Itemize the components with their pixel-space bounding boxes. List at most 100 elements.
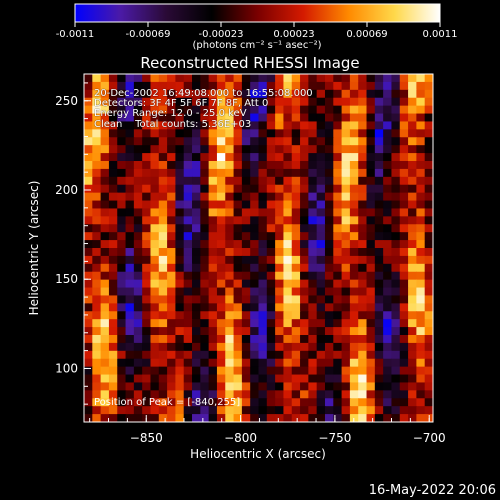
heatmap-cell <box>358 390 368 399</box>
heatmap-cell <box>208 414 218 422</box>
heatmap-cell <box>117 232 127 241</box>
heatmap-cell <box>84 271 93 281</box>
heatmap-cell <box>275 208 285 217</box>
heatmap-cell <box>233 200 243 210</box>
heatmap-cell <box>84 414 93 422</box>
heatmap-cell <box>366 232 376 241</box>
heatmap-cell <box>150 208 160 217</box>
heatmap-cell <box>416 295 426 304</box>
heatmap-cell <box>100 153 110 162</box>
heatmap-cell <box>283 406 293 415</box>
heatmap-cell <box>391 208 401 217</box>
heatmap-cell <box>125 129 135 138</box>
heatmap-cell <box>250 105 260 115</box>
heatmap-cell <box>374 121 384 130</box>
heatmap-cell <box>200 121 210 130</box>
heatmap-cell <box>258 168 268 178</box>
heatmap-cell <box>216 374 226 384</box>
heatmap-cell <box>133 327 143 336</box>
heatmap-cell <box>283 176 293 186</box>
heatmap-cell <box>399 406 409 415</box>
heatmap-cell <box>383 105 393 115</box>
heatmap-cell <box>183 327 193 336</box>
heatmap-cell <box>233 121 243 130</box>
heatmap-cell <box>358 287 368 297</box>
heatmap-cell <box>291 192 301 202</box>
heatmap-cell <box>316 208 326 217</box>
heatmap-cell <box>192 105 201 115</box>
heatmap-cell <box>108 248 118 257</box>
heatmap-cell <box>408 208 417 217</box>
heatmap-cell <box>241 240 251 249</box>
heatmap-cell <box>316 240 326 249</box>
heatmap-cell <box>183 406 193 415</box>
heatmap-cell <box>175 200 185 210</box>
heatmap-cell <box>133 342 143 352</box>
heatmap-cell <box>241 200 251 210</box>
heatmap-cell <box>424 319 433 328</box>
heatmap-cell <box>183 208 193 217</box>
heatmap-cell <box>258 121 268 130</box>
heatmap-cell <box>208 248 218 257</box>
heatmap-cell <box>84 129 93 138</box>
heatmap-cell <box>84 113 93 123</box>
heatmap-cell <box>192 81 201 91</box>
heatmap-cell <box>225 350 235 360</box>
heatmap-cell <box>291 89 301 99</box>
heatmap-cell <box>133 176 143 186</box>
heatmap-cell <box>258 350 268 360</box>
heatmap-cell <box>192 248 201 257</box>
heatmap-cell <box>125 224 135 233</box>
heatmap-cell <box>142 350 152 360</box>
heatmap-cell <box>117 168 127 178</box>
heatmap-cell <box>283 287 293 297</box>
heatmap-cell <box>250 161 260 170</box>
heatmap-cell <box>208 97 218 107</box>
heatmap-cell <box>158 319 168 328</box>
heatmap-cell <box>200 287 210 297</box>
heatmap-cell <box>283 279 293 289</box>
heatmap-cell <box>324 374 334 384</box>
heatmap-cell <box>308 145 318 154</box>
heatmap-cell <box>391 255 401 265</box>
heatmap-cell <box>300 248 309 257</box>
heatmap-cell <box>233 192 243 202</box>
heatmap-cell <box>366 184 376 194</box>
heatmap-cell <box>175 319 185 328</box>
heatmap-cell <box>167 398 177 407</box>
heatmap-cell <box>158 208 168 217</box>
heatmap-cell <box>250 303 260 312</box>
heatmap-cell <box>408 192 417 202</box>
heatmap-cell <box>258 311 268 320</box>
heatmap-cell <box>100 184 110 194</box>
heatmap-cell <box>391 414 401 422</box>
heatmap-cell <box>108 271 118 281</box>
heatmap-cell <box>275 382 285 391</box>
heatmap-cell <box>416 342 426 352</box>
heatmap-cell <box>225 255 235 265</box>
heatmap-cell <box>250 390 260 399</box>
heatmap-cell <box>408 350 417 360</box>
heatmap-cell <box>391 232 401 241</box>
heatmap-cell <box>133 374 143 384</box>
heatmap-cell <box>233 74 243 83</box>
heatmap-cell <box>233 248 243 257</box>
heatmap-cell <box>142 200 152 210</box>
heatmap-cell <box>84 232 93 241</box>
heatmap-cell <box>250 192 260 202</box>
heatmap-cell <box>349 382 359 391</box>
heatmap-cell <box>192 414 201 422</box>
heatmap-cell <box>200 295 210 304</box>
heatmap-cell <box>341 382 351 391</box>
heatmap-cell <box>308 335 318 344</box>
heatmap-cell <box>225 216 235 225</box>
heatmap-cell <box>424 113 433 123</box>
heatmap-cell <box>358 192 368 202</box>
heatmap-cell <box>283 303 293 312</box>
heatmap-cell <box>275 137 285 146</box>
heatmap-cell <box>241 145 251 154</box>
heatmap-cell <box>183 240 193 249</box>
heatmap-cell <box>399 311 409 320</box>
heatmap-cell <box>200 129 210 138</box>
heatmap-cell <box>150 161 160 170</box>
